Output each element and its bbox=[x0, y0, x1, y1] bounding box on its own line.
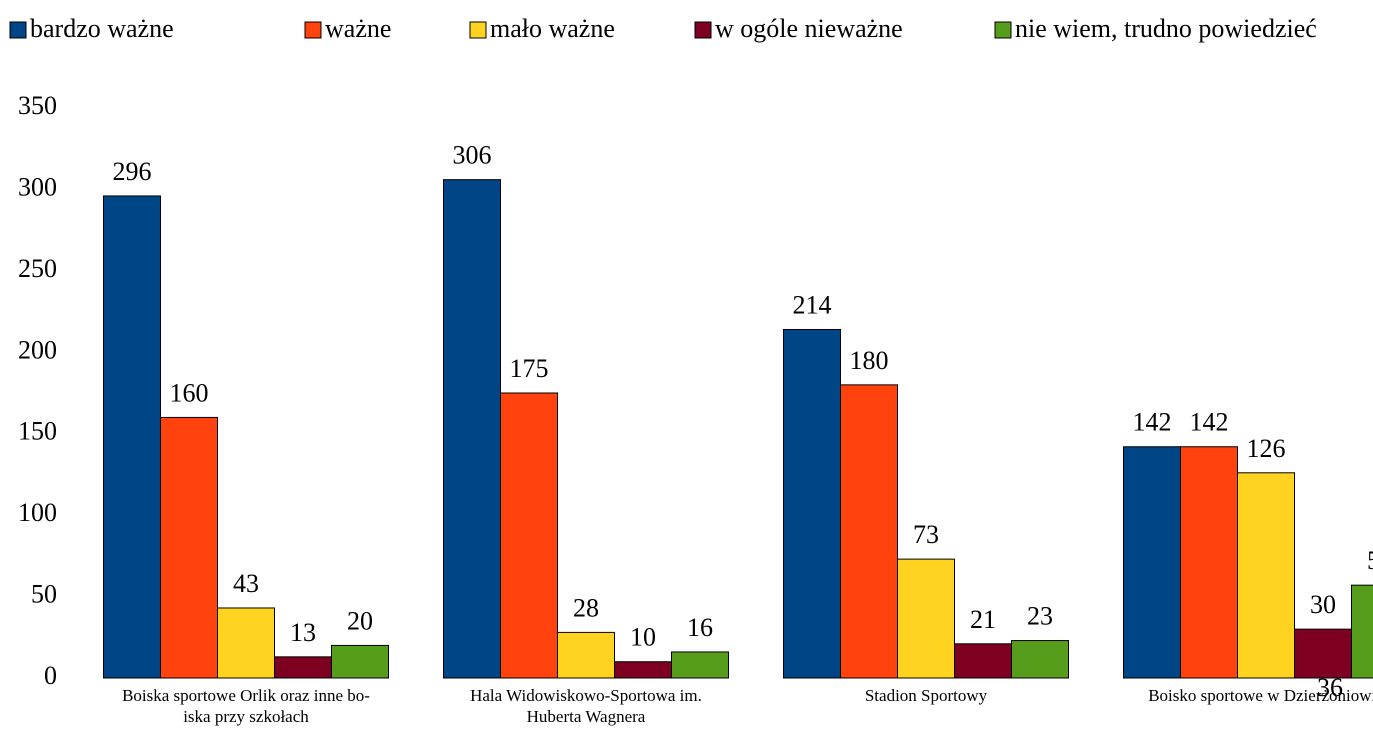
bar bbox=[1011, 640, 1069, 679]
bar bbox=[671, 651, 729, 679]
data-label: 126 bbox=[1247, 434, 1286, 463]
y-tick-label: 250 bbox=[18, 254, 57, 283]
bar bbox=[331, 644, 389, 679]
data-label: 306 bbox=[453, 141, 492, 170]
bar bbox=[840, 384, 898, 679]
legend-label: ważne bbox=[325, 14, 391, 43]
data-label: 43 bbox=[233, 569, 259, 598]
bar bbox=[954, 643, 1012, 679]
y-tick-label: 200 bbox=[18, 335, 57, 364]
x-tick-label: iska przy szkołach bbox=[183, 707, 309, 726]
data-label: 175 bbox=[510, 354, 549, 383]
bar bbox=[1180, 446, 1238, 679]
data-label: 214 bbox=[793, 290, 832, 319]
x-tick-label: Huberta Wagnera bbox=[527, 707, 646, 726]
x-tick-label: Hala Widowiskowo-Sportowa im. bbox=[470, 686, 702, 705]
legend-label: mało ważne bbox=[490, 14, 615, 43]
bar bbox=[1351, 584, 1373, 679]
bar bbox=[274, 656, 332, 679]
bar bbox=[1123, 446, 1181, 679]
data-label: 73 bbox=[913, 520, 939, 549]
legend-label: w ogóle nieważne bbox=[715, 14, 903, 43]
data-label: 13 bbox=[290, 618, 316, 647]
data-label: 142 bbox=[1133, 408, 1172, 437]
bar bbox=[1294, 628, 1352, 679]
bar bbox=[103, 195, 161, 679]
x-tick-label: Stadion Sportowy bbox=[865, 686, 988, 705]
data-label: 16 bbox=[687, 613, 713, 642]
y-tick-label: 100 bbox=[18, 498, 57, 527]
legend-swatch bbox=[304, 21, 322, 39]
data-label: 180 bbox=[850, 346, 889, 375]
data-label: 296 bbox=[113, 157, 152, 186]
x-tick-label: Boisko sportowe w Dzierżoniowie bbox=[1148, 686, 1373, 705]
data-label: 28 bbox=[573, 593, 599, 622]
legend-swatch bbox=[9, 21, 27, 39]
y-tick-label: 350 bbox=[18, 91, 57, 120]
y-tick-label: 50 bbox=[31, 580, 57, 609]
bar bbox=[614, 661, 672, 679]
x-tick-label: Boiska sportowe Orlik oraz inne bo- bbox=[122, 686, 370, 705]
y-tick-label: 150 bbox=[18, 417, 57, 446]
data-label: 10 bbox=[630, 623, 656, 652]
bar bbox=[500, 392, 558, 679]
bar bbox=[1237, 472, 1295, 679]
data-label: 57 bbox=[1367, 546, 1373, 575]
bar bbox=[897, 558, 955, 679]
data-label: 23 bbox=[1027, 602, 1053, 631]
data-label: 160 bbox=[170, 378, 209, 407]
legend-swatch bbox=[694, 21, 712, 39]
legend-swatch bbox=[469, 21, 487, 39]
legend-label: bardzo ważne bbox=[30, 14, 174, 43]
bar bbox=[217, 607, 275, 679]
data-label: 21 bbox=[970, 605, 996, 634]
legend-label: nie wiem, trudno powiedzieć bbox=[1015, 14, 1317, 43]
data-label: 142 bbox=[1190, 408, 1229, 437]
data-label: 30 bbox=[1310, 590, 1336, 619]
y-tick-label: 300 bbox=[18, 172, 57, 201]
bar bbox=[160, 416, 218, 679]
bar bbox=[783, 328, 841, 679]
data-label: 20 bbox=[347, 606, 373, 635]
bar bbox=[443, 179, 501, 679]
y-tick-label: 0 bbox=[44, 661, 57, 690]
legend-swatch bbox=[994, 21, 1012, 39]
bar bbox=[557, 631, 615, 679]
